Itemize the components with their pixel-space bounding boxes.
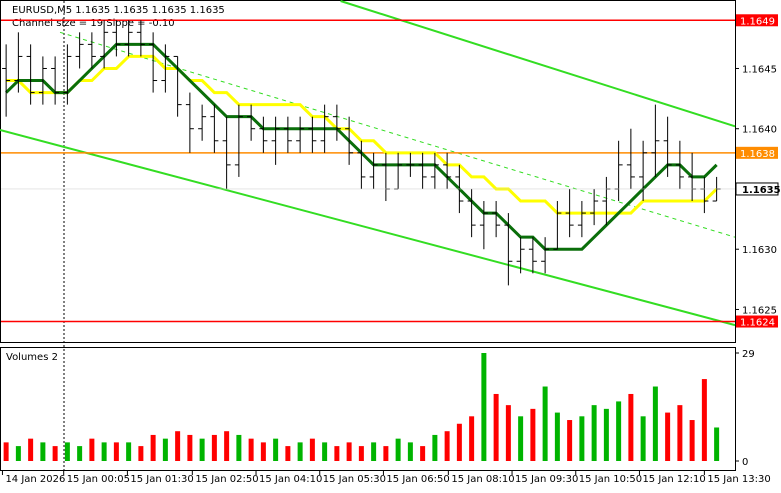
volume-bar — [444, 431, 450, 461]
volume-bar — [665, 412, 671, 461]
level-label-box — [736, 14, 778, 27]
volume-title: Volumes 2 — [6, 352, 58, 363]
level-label: 1.1624 — [740, 318, 775, 329]
volume-bar — [554, 412, 560, 461]
volume-bar — [101, 442, 107, 461]
volume-bar — [89, 438, 95, 461]
volume-bar — [567, 420, 573, 461]
volume-tick-label: 29 — [742, 349, 755, 360]
volume-bar — [211, 434, 217, 461]
channel-line — [0, 128, 736, 327]
level-label: 1.1649 — [740, 16, 775, 27]
volume-bar — [469, 416, 475, 461]
volume-bar — [322, 442, 328, 461]
y-tick-label: 1.1640 — [742, 125, 777, 136]
y-tick-label: 1.1645 — [742, 64, 777, 75]
volume-bar — [248, 438, 254, 461]
volume-bar — [150, 434, 156, 461]
volume-bar — [260, 442, 266, 461]
volume-bar — [309, 438, 315, 461]
x-tick-label: 14 Jan 2026 — [5, 474, 65, 485]
volume-bar — [542, 386, 548, 461]
x-tick-label: 15 Jan 13:30 — [707, 474, 770, 485]
volume-bar — [579, 416, 585, 461]
volume-bar — [591, 405, 597, 461]
volume-panel — [0, 347, 736, 471]
volume-bar — [64, 442, 70, 461]
price-panel — [0, 0, 736, 343]
level-label-box — [736, 315, 778, 328]
volume-bar — [15, 446, 21, 461]
volume-bar — [3, 442, 9, 461]
channel-midline — [59, 31, 736, 238]
volume-bar — [640, 416, 646, 461]
volume-bar — [383, 446, 389, 461]
volume-bar — [432, 434, 438, 461]
volume-bar — [236, 434, 242, 461]
volume-bar — [126, 442, 132, 461]
volume-bar — [689, 420, 695, 461]
level-label: 1.1638 — [740, 149, 775, 160]
volume-bar — [395, 438, 401, 461]
volume-bar — [530, 408, 536, 461]
last-price-box — [735, 182, 779, 196]
volume-bar — [187, 434, 193, 461]
volume-tick-label: 0 — [742, 457, 748, 468]
volume-bar — [493, 393, 499, 461]
volume-bar — [52, 446, 58, 461]
x-tick-label: 15 Jan 04:10 — [259, 474, 322, 485]
volume-bar — [297, 442, 303, 461]
volume-bar — [162, 438, 168, 461]
x-tick-label: 15 Jan 00:05 — [67, 474, 130, 485]
volume-bar — [652, 386, 658, 461]
volume-bar — [518, 416, 524, 461]
volume-bar — [714, 427, 720, 461]
x-tick-label: 15 Jan 09:30 — [515, 474, 578, 485]
chart-title: EURUSD,M5 1.1635 1.1635 1.1635 1.1635 — [12, 5, 225, 16]
volume-bar — [28, 438, 34, 461]
x-tick-label: 15 Jan 01:30 — [130, 474, 193, 485]
y-tick-label: 1.1625 — [742, 305, 777, 316]
volume-bar — [224, 431, 230, 461]
volume-bar — [505, 405, 511, 461]
level-label-box — [736, 146, 778, 159]
volume-bar — [199, 438, 205, 461]
x-tick-label: 15 Jan 12:10 — [642, 474, 705, 485]
x-tick-label: 15 Jan 10:50 — [579, 474, 642, 485]
volume-bar — [285, 446, 291, 461]
volume-bar — [40, 442, 46, 461]
volume-bar — [701, 379, 707, 461]
volume-bar — [628, 393, 634, 461]
volume-bar — [113, 442, 119, 461]
x-tick-label: 15 Jan 02:50 — [195, 474, 258, 485]
last-price-label: 1.1635 — [742, 185, 781, 196]
volume-bar — [420, 446, 426, 461]
volume-bar — [456, 423, 462, 461]
channel-line — [340, 0, 736, 128]
volume-bar — [603, 408, 609, 461]
volume-bar — [481, 353, 487, 461]
volume-bar — [77, 446, 83, 461]
volume-bar — [407, 442, 413, 461]
volume-bar — [677, 405, 683, 461]
volume-bar — [358, 446, 364, 461]
volume-bar — [273, 438, 279, 461]
x-tick-label: 15 Jan 08:10 — [451, 474, 514, 485]
y-tick-label: 1.1630 — [742, 245, 777, 256]
volume-bar — [371, 442, 377, 461]
volume-bar — [616, 401, 622, 461]
chart-subtitle: Channel size = 19 Slope = -0.10 — [12, 18, 175, 29]
volume-bar — [138, 446, 144, 461]
volume-bar — [175, 431, 181, 461]
x-tick-label: 15 Jan 06:50 — [386, 474, 449, 485]
x-tick-label: 15 Jan 05:30 — [323, 474, 386, 485]
volume-bar — [334, 446, 340, 461]
volume-bar — [346, 442, 352, 461]
